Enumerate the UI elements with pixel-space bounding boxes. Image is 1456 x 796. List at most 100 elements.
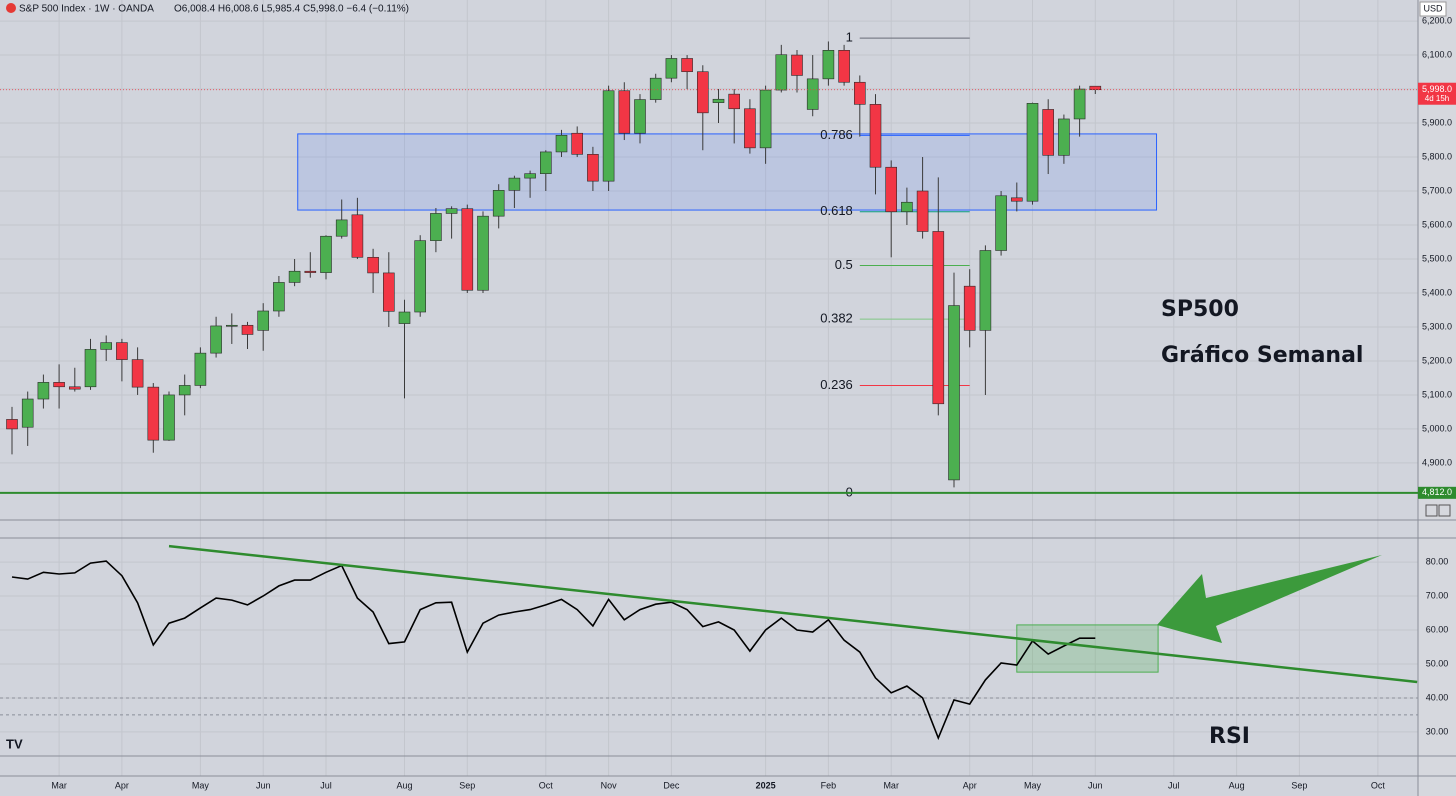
fib-label: 0.236 — [820, 377, 853, 392]
candle-body — [775, 54, 788, 91]
candle-body — [6, 419, 18, 430]
y-tick-label: 5,500.0 — [1422, 253, 1452, 263]
candle-body — [116, 342, 128, 360]
candle-body — [681, 58, 693, 73]
candle-body — [351, 214, 364, 258]
candle-body — [524, 173, 536, 179]
x-tick-label: Apr — [115, 780, 129, 790]
candle-body — [744, 108, 756, 149]
currency-box[interactable] — [1419, 1, 1447, 17]
candle-body — [69, 386, 81, 390]
candle-body — [806, 78, 819, 110]
candle-body — [555, 134, 568, 153]
candle-body — [587, 154, 599, 182]
candle-body — [1058, 118, 1070, 156]
support-tag — [1418, 486, 1456, 499]
y-tick-label: 5,400.0 — [1422, 287, 1452, 297]
candle-body — [571, 132, 584, 155]
x-tick-label: Jun — [256, 780, 271, 790]
candle-body — [461, 208, 474, 291]
candle-body — [539, 151, 552, 174]
fib-label: 0.786 — [820, 127, 853, 142]
candle-body — [696, 71, 709, 114]
candle-body — [84, 349, 97, 388]
rsi-line — [11, 560, 1096, 741]
candle-body — [995, 195, 1007, 251]
fib-label: 0 — [846, 484, 853, 499]
x-tick-label: Mar — [883, 780, 899, 790]
x-tick-label: Mar — [51, 780, 67, 790]
ohlc-legend: O6,008.4 H6,008.6 L5,985.4 C5,998.0 −6.4… — [174, 4, 409, 15]
y-tick-label: 5,200.0 — [1422, 355, 1452, 365]
candle-body — [288, 270, 301, 283]
candle-body — [241, 324, 254, 335]
y-tick-label: 6,100.0 — [1422, 49, 1452, 59]
candle-body — [869, 104, 882, 168]
candle-body — [885, 166, 898, 213]
candle-body — [131, 359, 144, 388]
arrow — [1157, 555, 1382, 643]
logo: TV — [6, 736, 23, 751]
candle-body — [53, 382, 65, 388]
y-tick-label: 70.00 — [1426, 590, 1449, 600]
candle-body — [712, 98, 725, 103]
pane-button[interactable] — [1425, 504, 1438, 517]
candle-body — [728, 93, 741, 110]
pane-button[interactable] — [1438, 504, 1451, 517]
x-tick-label: Aug — [396, 780, 412, 790]
candle-body — [147, 386, 160, 441]
candle-body — [477, 215, 489, 291]
indicator-title: RSI — [1209, 724, 1250, 749]
x-tick-label: Aug — [1229, 780, 1245, 790]
y-tick-label: 5,700.0 — [1422, 185, 1452, 195]
candle-body — [163, 394, 175, 441]
candle-body — [901, 201, 913, 213]
x-tick-label: Sep — [1291, 780, 1307, 790]
fib-label: 1 — [846, 30, 853, 45]
candle-body — [508, 177, 521, 191]
candle-body — [257, 310, 270, 331]
candle-body — [916, 190, 929, 232]
fib-label: 0.382 — [820, 311, 853, 326]
candle-body — [602, 90, 615, 182]
candle-body — [382, 272, 395, 312]
y-tick-label: 60.00 — [1426, 624, 1449, 634]
countdown-label: 4d 15h — [1425, 94, 1449, 103]
x-tick-label: Apr — [963, 780, 977, 790]
y-tick-label: 80.00 — [1426, 556, 1449, 566]
y-tick-label: 5,300.0 — [1422, 321, 1452, 331]
candle-body — [304, 270, 317, 273]
candle-body — [492, 190, 505, 217]
candle-body — [21, 398, 34, 428]
trendline — [168, 544, 1418, 684]
candle-body — [320, 235, 332, 273]
candle-body — [430, 213, 442, 241]
support-label: 4,812.0 — [1422, 487, 1452, 497]
annotation: Gráfico Semanal — [1161, 343, 1363, 368]
candle-body — [948, 305, 960, 481]
symbol-title: S&P 500 Index · 1W · OANDA — [19, 4, 154, 15]
symbol-icon — [6, 3, 16, 13]
currency[interactable]: USD — [1423, 3, 1443, 13]
x-tick-label: May — [1024, 780, 1042, 790]
price-axis-bg — [1418, 0, 1456, 796]
x-tick-label: Dec — [663, 780, 680, 790]
zone-box — [297, 133, 1158, 211]
candle-body — [822, 50, 835, 80]
candle-body — [979, 250, 992, 331]
y-tick-label: 5,800.0 — [1422, 151, 1452, 161]
candle-body — [178, 385, 191, 396]
candle-body — [853, 81, 866, 105]
x-tick-label: Sep — [459, 780, 475, 790]
current-price-label: 5,998.0 — [1422, 84, 1452, 94]
x-tick-label: Oct — [539, 780, 554, 790]
candle-body — [649, 77, 662, 100]
annotation: SP500 — [1161, 297, 1239, 322]
x-tick-label: Feb — [821, 780, 837, 790]
candle-body — [963, 285, 976, 331]
candle-body — [1026, 103, 1039, 202]
candle-body — [226, 324, 238, 327]
candle-body — [634, 99, 646, 134]
x-tick-label: Nov — [601, 780, 618, 790]
